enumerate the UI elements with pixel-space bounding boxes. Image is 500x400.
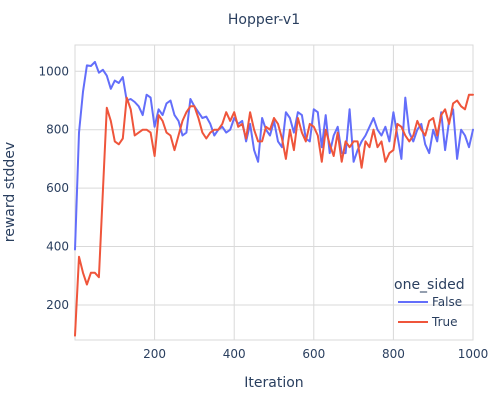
x-tick-label-600: 600: [302, 347, 325, 361]
series-line-true[interactable]: [74, 93, 474, 337]
x-tick-label-1000: 1000: [458, 347, 489, 361]
y-tick-label-200: 200: [46, 298, 69, 312]
y-tick-label-400: 400: [46, 240, 69, 254]
y-axis-ticks: 200 400 600 800 1000: [38, 64, 69, 312]
x-tick-label-800: 800: [382, 347, 405, 361]
legend[interactable]: one_sided False True: [394, 277, 465, 329]
y-tick-label-600: 600: [46, 181, 69, 195]
x-axis-ticks: 200 400 600 800 1000: [143, 347, 488, 361]
legend-label-true: True: [431, 315, 458, 329]
y-tick-label-800: 800: [46, 123, 69, 137]
y-tick-label-1000: 1000: [38, 64, 69, 78]
x-tick-label-200: 200: [143, 347, 166, 361]
series-layer: [74, 60, 474, 337]
chart-title: Hopper-v1: [228, 12, 300, 28]
legend-title: one_sided: [394, 277, 465, 293]
plot-border: [74, 44, 474, 341]
plot-area: [75, 45, 473, 340]
y-axis-title: reward stddev: [2, 142, 18, 242]
x-axis-title: Iteration: [244, 375, 303, 391]
legend-label-false: False: [432, 295, 462, 309]
x-tick-label-400: 400: [223, 347, 246, 361]
